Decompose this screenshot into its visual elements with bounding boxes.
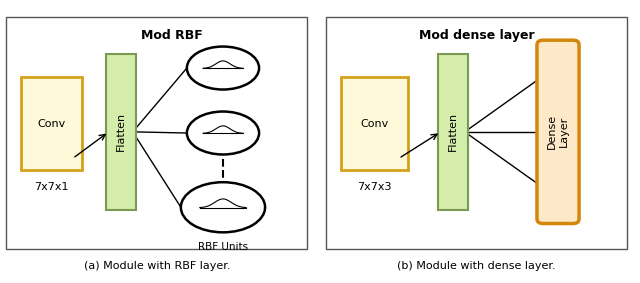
- FancyBboxPatch shape: [342, 77, 408, 170]
- Text: Mod dense layer: Mod dense layer: [419, 29, 534, 42]
- FancyBboxPatch shape: [106, 54, 136, 210]
- Text: Mod RBF: Mod RBF: [141, 29, 203, 42]
- Text: Dense
Layer: Dense Layer: [547, 114, 569, 149]
- Text: (b) Module with dense layer.: (b) Module with dense layer.: [397, 261, 556, 271]
- Ellipse shape: [187, 112, 259, 155]
- Text: (a) Module with RBF layer.: (a) Module with RBF layer.: [84, 261, 230, 271]
- Text: Flatten: Flatten: [116, 112, 125, 151]
- Text: 7x7x3: 7x7x3: [357, 182, 392, 192]
- FancyBboxPatch shape: [537, 40, 579, 224]
- Ellipse shape: [181, 182, 265, 232]
- Text: Flatten: Flatten: [448, 112, 458, 151]
- Text: 7x7x1: 7x7x1: [35, 182, 68, 192]
- FancyBboxPatch shape: [438, 54, 468, 210]
- Ellipse shape: [187, 46, 259, 89]
- FancyBboxPatch shape: [326, 17, 627, 249]
- FancyBboxPatch shape: [21, 77, 82, 170]
- FancyBboxPatch shape: [6, 17, 307, 249]
- Text: Conv: Conv: [37, 119, 66, 129]
- Text: Conv: Conv: [360, 119, 388, 129]
- Text: RBF Units: RBF Units: [198, 242, 248, 252]
